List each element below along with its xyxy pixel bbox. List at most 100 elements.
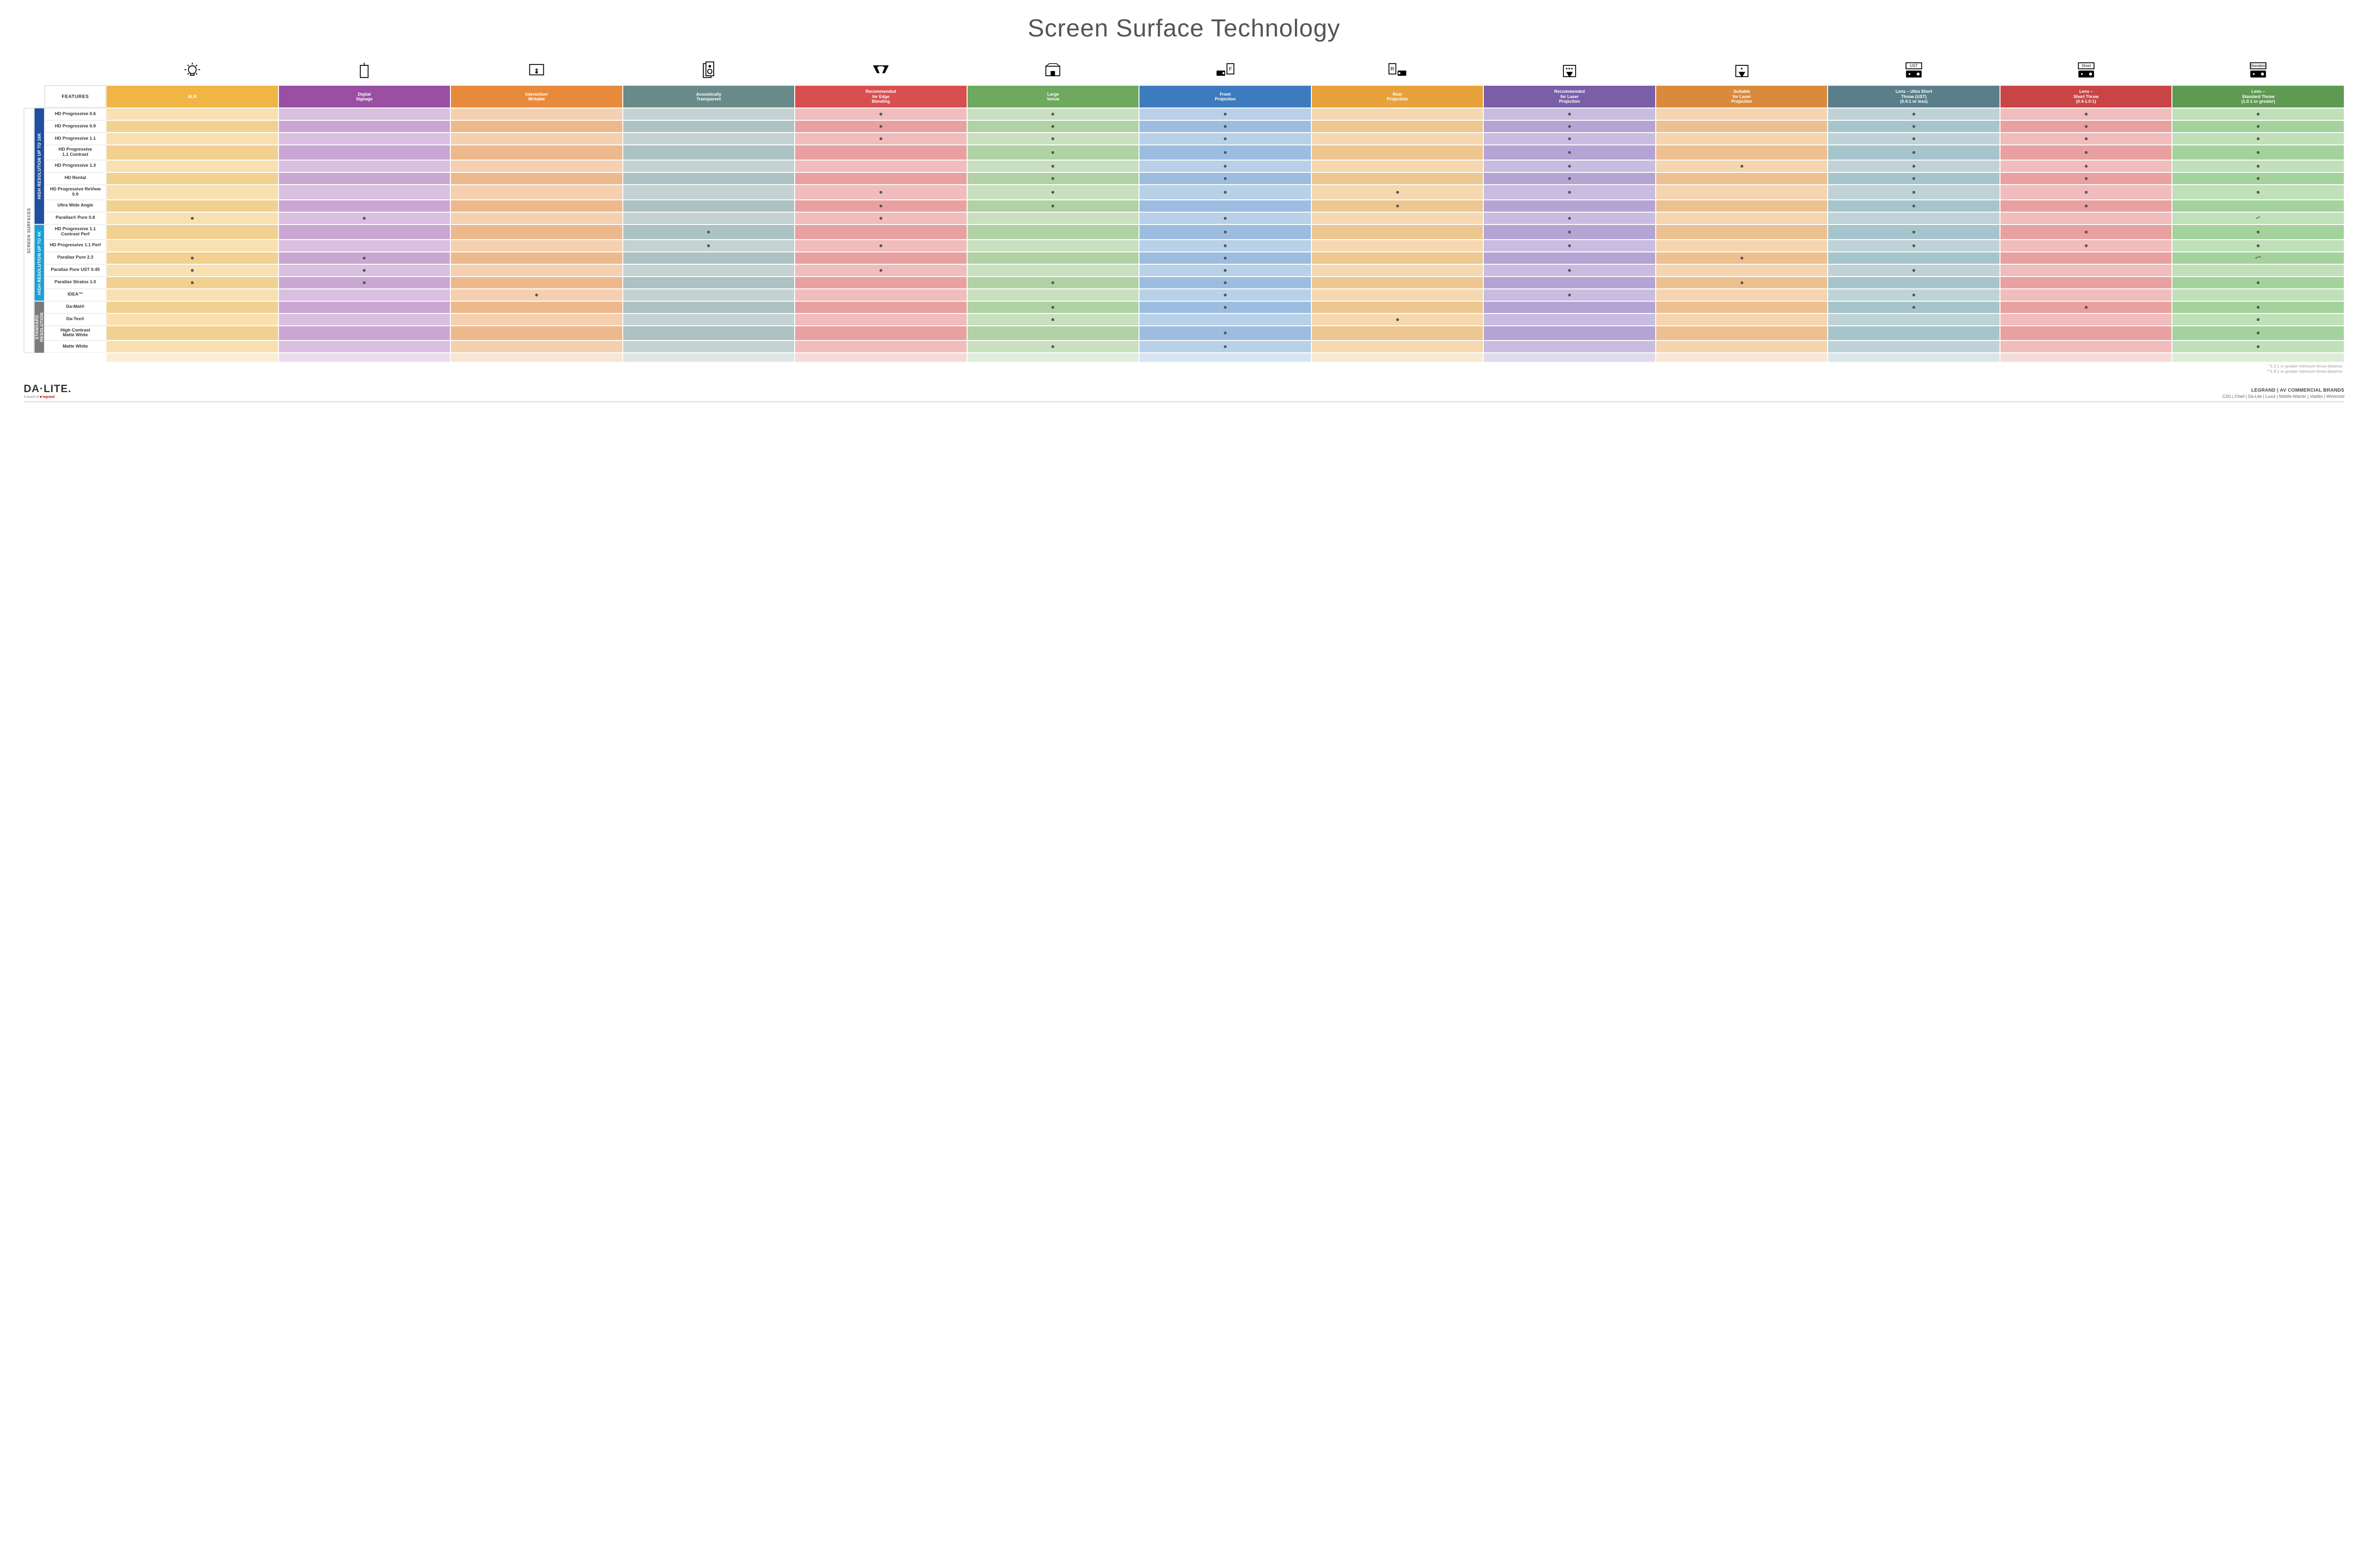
feature-cell [967, 264, 1139, 277]
row-label: Parallax Pure UST 0.45 [45, 264, 106, 277]
dalite-logo: DA·LITE. [24, 383, 72, 395]
row-label: HD Progressive 1.1Contrast Perf [45, 224, 106, 240]
feature-cell [450, 301, 623, 314]
feature-cell [1656, 108, 1828, 120]
feature-cell [2000, 108, 2172, 120]
spacer-cell [2172, 353, 2344, 362]
feature-cell [1828, 185, 2000, 200]
feature-cell [1139, 240, 1311, 252]
side-label-screen-surfaces: SCREEN SURFACES [24, 108, 34, 353]
feature-cell [450, 277, 623, 289]
feature-cell [2000, 185, 2172, 200]
feature-cell [795, 301, 967, 314]
feature-cell [1139, 160, 1311, 172]
feature-cell [1139, 108, 1311, 120]
feature-cell: •** [2172, 252, 2344, 264]
row-label: Parallax Pure 2.3 [45, 252, 106, 264]
feature-cell [1483, 314, 1656, 326]
feature-cell [1139, 301, 1311, 314]
feature-cell [1483, 120, 1656, 133]
feature-cell [623, 212, 795, 224]
feature-cell [1828, 160, 2000, 172]
feature-cell [1483, 301, 1656, 314]
feature-cell [1483, 289, 1656, 301]
feature-cell [2000, 326, 2172, 341]
row-label: Ultra Wide Angle [45, 200, 106, 212]
feature-cell [106, 301, 278, 314]
venue-icon [967, 56, 1139, 85]
col-header: DigitalSignage [278, 85, 451, 108]
feature-cell [623, 277, 795, 289]
feature-cell [2172, 301, 2344, 314]
feature-cell [795, 133, 967, 145]
page-footer: DA·LITE. A brand of ■ legrand LEGRAND | … [24, 383, 2344, 402]
feature-cell [1483, 240, 1656, 252]
feature-cell [1311, 185, 1484, 200]
feature-cell [450, 133, 623, 145]
feature-cell [967, 301, 1139, 314]
spacer-cell [1828, 353, 2000, 362]
feature-cell [1828, 145, 2000, 160]
feature-cell [2000, 314, 2172, 326]
feature-cell [623, 240, 795, 252]
feature-cell [1483, 212, 1656, 224]
brand-block: DA·LITE. A brand of ■ legrand [24, 383, 72, 399]
feature-cell [1656, 145, 1828, 160]
feature-cell [1828, 340, 2000, 353]
feature-cell [2172, 240, 2344, 252]
feature-cell [1139, 277, 1311, 289]
feature-cell [106, 264, 278, 277]
feature-cell: •* [2172, 212, 2344, 224]
section-label: STANDARDRESOLUTION [34, 301, 45, 353]
feature-cell [795, 340, 967, 353]
feature-cell [623, 145, 795, 160]
feature-cell [1311, 120, 1484, 133]
feature-cell [2172, 185, 2344, 200]
feature-cell [1656, 185, 1828, 200]
feature-cell [967, 200, 1139, 212]
feature-cell [1656, 200, 1828, 212]
spacer-cell [1311, 353, 1484, 362]
col-header: Interactive/Writable [450, 85, 623, 108]
feature-cell [106, 289, 278, 301]
feature-cell [1656, 160, 1828, 172]
feature-cell [1311, 200, 1484, 212]
feature-cell [1828, 172, 2000, 185]
row-label: HD Progressive 1.1 [45, 133, 106, 145]
feature-cell [1828, 252, 2000, 264]
feature-cell [1311, 252, 1484, 264]
section-label: HIGH RESOLUTION UP TO 16K [34, 108, 45, 224]
row-label: IDEA™ [45, 289, 106, 301]
feature-cell [1311, 108, 1484, 120]
comparison-grid: FRUSTShortStandardFEATURESALRDigitalSign… [24, 56, 2344, 374]
feature-cell [1311, 145, 1484, 160]
col-header: Recommendedfor EdgeBlending [795, 85, 967, 108]
feature-cell [1311, 224, 1484, 240]
feature-cell [2000, 252, 2172, 264]
feature-cell [795, 160, 967, 172]
feature-cell [2000, 264, 2172, 277]
feature-cell [1139, 133, 1311, 145]
feature-cell [2172, 224, 2344, 240]
feature-cell [1656, 326, 1828, 341]
feature-cell [1828, 289, 2000, 301]
svg-text:Standard: Standard [2250, 64, 2266, 68]
feature-cell [278, 252, 451, 264]
spacer-cell [795, 353, 967, 362]
feature-cell [1483, 172, 1656, 185]
col-header: Lens –Standard Throw(1.0:1 or greater) [2172, 85, 2344, 108]
blend-icon [795, 56, 967, 85]
feature-cell [795, 314, 967, 326]
feature-cell [1139, 172, 1311, 185]
feature-cell [623, 224, 795, 240]
feature-cell [450, 160, 623, 172]
feature-cell [1656, 264, 1828, 277]
feature-cell [1311, 301, 1484, 314]
feature-cell [1483, 326, 1656, 341]
feature-cell [1311, 314, 1484, 326]
feature-cell [2000, 172, 2172, 185]
feature-cell [623, 314, 795, 326]
feature-cell [1483, 277, 1656, 289]
feature-cell [278, 277, 451, 289]
feature-cell [278, 108, 451, 120]
